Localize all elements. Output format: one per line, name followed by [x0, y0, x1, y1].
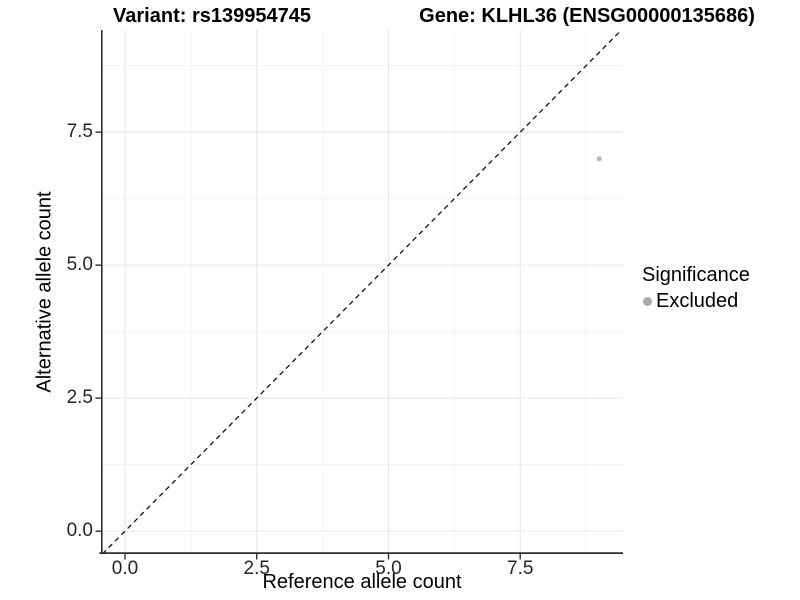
- identity-reference-line: [101, 29, 622, 555]
- x-tick-label: 2.5: [243, 558, 270, 579]
- y-tick-label: 2.5: [66, 387, 93, 409]
- legend-items: Excluded: [641, 290, 750, 313]
- legend-item: Excluded: [641, 290, 750, 313]
- y-tick-label: 0.0: [66, 520, 93, 542]
- y-axis-title: Alternative allele count: [33, 191, 56, 393]
- y-tick-label: 5.0: [66, 254, 93, 276]
- legend-key-dot-icon: [643, 297, 652, 306]
- data-point: [596, 156, 602, 162]
- legend-title: Significance: [642, 264, 750, 286]
- x-tick-label: 7.5: [507, 558, 534, 579]
- y-tick-label: 7.5: [66, 121, 93, 143]
- x-tick-label: 5.0: [375, 558, 402, 579]
- variant-title: Variant: rs139954745: [113, 5, 311, 27]
- legend: Significance Excluded: [641, 264, 750, 313]
- x-axis-title: Reference allele count: [262, 571, 462, 593]
- plot-area: [95, 29, 623, 560]
- legend-item-label: Excluded: [656, 290, 739, 312]
- gene-title: Gene: KLHL36 (ENSG00000135686): [419, 5, 755, 27]
- x-tick-label: 0.0: [111, 558, 139, 579]
